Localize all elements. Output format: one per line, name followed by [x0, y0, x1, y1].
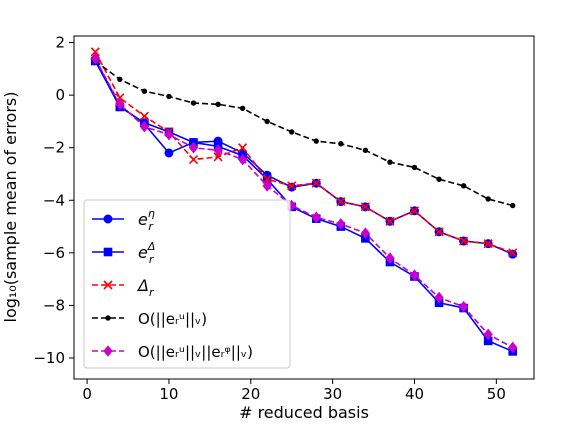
data-point-legend-2 — [103, 247, 113, 257]
x-axis-ticks: 0 10 20 30 40 50 — [82, 379, 506, 403]
x-tick-label: 50 — [487, 385, 506, 403]
x-tick-label: 0 — [82, 385, 92, 403]
data-point-3-9 — [287, 181, 297, 191]
data-point-4-18 — [510, 202, 516, 209]
data-point-4-17 — [485, 196, 491, 202]
data-point-4-5 — [190, 100, 197, 106]
data-point-3-16 — [459, 236, 469, 246]
data-point-4-11 — [338, 141, 344, 147]
series-3 — [90, 47, 518, 258]
data-point-5-16 — [458, 300, 469, 313]
legend-label: O(||eᵣᵘ||ᵥ||eᵣᵠ||ᵥ) — [138, 343, 253, 361]
data-point-3-6 — [213, 152, 223, 162]
data-point-4-6 — [215, 101, 221, 108]
x-tick-label: 20 — [241, 385, 260, 403]
data-point-3-13 — [385, 216, 395, 226]
x-tick-label: 40 — [405, 385, 424, 403]
data-point-3-1 — [90, 47, 100, 57]
data-point-4-10 — [313, 138, 319, 144]
data-point-5-1 — [90, 52, 100, 65]
data-point-4-13 — [387, 159, 393, 165]
data-point-5-13 — [385, 252, 395, 264]
data-point-1-4 — [164, 148, 174, 158]
series-5 — [90, 52, 518, 354]
data-point-5-5 — [188, 141, 199, 154]
data-point-3-10 — [311, 178, 321, 188]
data-point-3-3 — [139, 111, 149, 121]
y-tick-label: 2 — [55, 34, 65, 52]
y-tick-label: −8 — [43, 296, 65, 314]
legend-item-2: eΔ r — [92, 240, 155, 266]
series-line — [94, 60, 513, 207]
y-tick-label: −6 — [43, 244, 65, 262]
data-point-3-14 — [409, 206, 420, 216]
data-point-5-11 — [336, 218, 346, 230]
data-point-3-15 — [434, 227, 444, 237]
legend: eη r eΔ r Δr O(||eᵣᵘ||ᵥ) O(||eᵣᵘ||ᵥ||eᵣᵠ||ᵥ) — [83, 199, 291, 369]
y-axis-ticks: 2 0 −2 −4 −6 −8 −10 — [33, 34, 74, 367]
legend-item-3: Δr — [92, 276, 155, 299]
y-tick-label: −4 — [43, 191, 65, 209]
data-point-3-7 — [238, 143, 248, 153]
series-line — [94, 57, 514, 349]
legend-label: eΔ r — [138, 240, 155, 266]
legend-item-4: O(||eᵣᵘ||ᵥ) — [92, 310, 207, 328]
data-point-4-16 — [460, 183, 467, 189]
data-point-legend-5 — [103, 345, 113, 357]
series-line — [94, 51, 514, 254]
data-point-legend-4 — [105, 315, 111, 321]
legend-label: Δr — [136, 276, 155, 299]
data-point-4-3 — [141, 88, 148, 94]
data-point-5-14 — [409, 269, 420, 281]
data-point-5-4 — [164, 128, 174, 141]
data-point-4-15 — [436, 176, 442, 182]
data-point-5-7 — [237, 153, 248, 166]
data-point-3-17 — [483, 239, 493, 249]
data-point-4-4 — [166, 93, 172, 100]
data-point-5-15 — [434, 291, 444, 304]
data-point-3-11 — [336, 197, 346, 207]
legend-item-5: O(||eᵣᵘ||ᵥ||eᵣᵠ||ᵥ) — [92, 343, 253, 361]
data-point-4-14 — [411, 164, 418, 171]
data-point-5-17 — [483, 328, 493, 341]
y-axis-label: log₁₀(sample mean of errors) — [1, 92, 20, 323]
data-point-3-5 — [188, 154, 199, 165]
data-point-5-2 — [115, 98, 125, 111]
data-point-4-8 — [264, 118, 270, 125]
legend-label: O(||eᵣᵘ||ᵥ) — [138, 310, 207, 328]
y-tick-label: −10 — [33, 349, 65, 367]
data-point-4-2 — [117, 76, 123, 83]
y-tick-label: 0 — [55, 86, 65, 104]
series-layer — [90, 47, 518, 356]
data-point-3-18 — [508, 248, 518, 258]
x-tick-label: 10 — [159, 385, 178, 403]
data-point-3-12 — [360, 202, 370, 212]
data-point-5-3 — [139, 120, 150, 133]
data-point-4-9 — [289, 129, 295, 135]
data-point-4-7 — [239, 105, 246, 111]
data-point-5-18 — [508, 341, 518, 354]
data-point-5-12 — [360, 227, 371, 239]
data-point-5-6 — [213, 144, 223, 157]
data-point-4-12 — [362, 147, 369, 154]
data-point-legend-1 — [103, 214, 113, 224]
data-point-legend-3 — [103, 280, 113, 290]
data-point-5-8 — [262, 180, 272, 192]
x-axis-label: # reduced basis — [239, 403, 369, 422]
y-tick-label: −2 — [43, 139, 65, 157]
x-tick-label: 30 — [323, 385, 342, 403]
data-point-5-10 — [311, 211, 321, 224]
legend-box — [83, 199, 291, 369]
legend-item-1: eη r — [92, 207, 155, 233]
legend-label: eη r — [138, 207, 155, 233]
